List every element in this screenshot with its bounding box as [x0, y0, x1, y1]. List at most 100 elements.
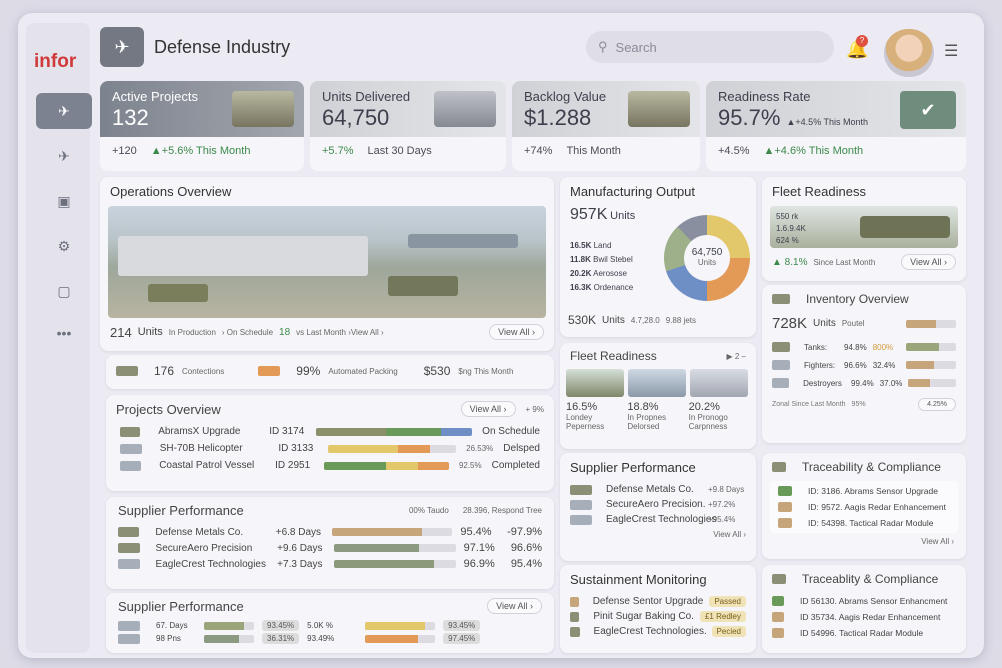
fleet1-delta-label: Since Last Month [813, 257, 876, 267]
legend-item: 16.5K Land [570, 241, 612, 250]
kpi-foot1: +4.5% [718, 145, 750, 157]
avatar[interactable] [884, 29, 934, 77]
sidebar-item-dashboard[interactable]: ✈ [36, 93, 92, 129]
kpi-foot2: ▲+5.6% This Month [150, 145, 251, 157]
donut-center-value: 64,750 [691, 247, 723, 258]
factory-thumb [690, 369, 748, 397]
panel-title: Projects Overview [116, 401, 221, 417]
traceability-panel-2: Traceablity & Compliance ID 56130. Abram… [762, 565, 966, 653]
kpi-label: Backlog Value [524, 89, 607, 104]
supplier-icon [570, 514, 592, 525]
ops-units-label: Units [137, 326, 163, 338]
kpi-units-delivered[interactable]: Units Delivered 64,750 +5.7% Last 30 Days [310, 81, 506, 171]
project-pct: 26.53% [466, 444, 494, 453]
supplier-a: 97.1% [463, 542, 495, 554]
ops-delta-label: vs Last Month ›View All › [296, 327, 384, 337]
sup2-r2d: 97.45% [443, 633, 481, 644]
menu-icon[interactable]: ☰ [944, 43, 959, 60]
project-status: Completed [491, 460, 540, 471]
mfg-foot-a: 4.7,28.0 [630, 315, 660, 325]
tank-shape [860, 216, 950, 238]
panel-title: Supplier Performance [118, 503, 244, 518]
trace-item[interactable]: ID: 9572. Aagis Redar Enhancement [808, 502, 946, 512]
tank-icon [116, 366, 138, 376]
inv-total: 728K [772, 315, 808, 332]
view-all-button[interactable]: View All › [489, 324, 544, 340]
kpi-label: Units Delivered [322, 89, 411, 104]
tank-thumb [566, 369, 624, 397]
doc-icon [772, 628, 784, 638]
panel-title: Operations Overview [110, 184, 232, 199]
ship-icon [118, 633, 140, 644]
inv-row-b: 32.4% [872, 360, 896, 370]
kpi-readiness-rate[interactable]: Readiness Rate 95.7% ▲+4.5% This Month ✔ +… [706, 81, 966, 171]
inv-row-a: 99.4% [851, 378, 874, 388]
fleet2-ctrl[interactable]: ▶ 2 – [726, 351, 747, 361]
missile-icon [434, 91, 496, 127]
ship-shape [408, 234, 518, 248]
fleet1-item: 550 rk [776, 212, 799, 221]
stat2-value: 99% [296, 364, 321, 378]
more-icon: ••• [56, 325, 72, 341]
chart-icon: ▣ [57, 192, 71, 209]
stat3-value: $530 [423, 364, 451, 378]
sidebar-item-aircraft[interactable]: ✈ [36, 138, 92, 174]
kpi-value: 95.7% ▲+4.5% This Month [718, 105, 954, 131]
inv-row-name: Fighters: [804, 360, 836, 370]
inv-bar [906, 319, 956, 328]
view-all-button[interactable]: View All › [487, 598, 542, 614]
notification-badge: ? [856, 35, 868, 47]
project-name: Coastal Patrol Vessel [159, 460, 255, 471]
sust-name: Defense Sentor Upgrade [592, 596, 704, 607]
sidebar-item-settings[interactable]: ⚙ [36, 228, 92, 264]
panel-title: Fleet Readiness [772, 184, 866, 199]
sidebar: infor ✈ ✈ ▣ ⚙ ▢ ••• [26, 23, 92, 653]
factory-image [108, 206, 546, 318]
legend1: 00% Taudo [408, 506, 449, 515]
sidebar-item-inventory[interactable]: ▢ [36, 273, 92, 309]
kpi-active-projects[interactable]: Active Projects 132 +120 ▲+5.6% This Month [100, 81, 304, 171]
trace-item[interactable]: ID 35734. Aagis Redar Enhancement [800, 612, 941, 622]
mfg-total: 957K [570, 206, 608, 223]
supplier-name: SecureAero Precision. [606, 499, 706, 510]
view-all-link[interactable]: View All › [713, 530, 746, 539]
sup2-bar [365, 634, 436, 643]
kpi-label: Active Projects [112, 89, 198, 104]
package-icon [258, 366, 281, 376]
inv-row-b: 37.0% [879, 378, 903, 388]
kpi-foot1: +120 [112, 145, 137, 157]
kpi-backlog-value[interactable]: Backlog Value $1.288 +74% This Month [512, 81, 700, 171]
trace-item[interactable]: ID: 3186. Abrams Sensor Upgrade [808, 486, 938, 496]
sust-name: Pinit Sugar Baking Co. [593, 611, 694, 622]
ops-delta: 18 [279, 326, 291, 338]
trace-item[interactable]: ID 56130. Abrams Sensor Enhancment [800, 596, 948, 606]
view-all-button[interactable]: View All › [460, 401, 516, 417]
stat2-label: Automated Packing [328, 366, 398, 376]
doc-icon [772, 574, 786, 584]
view-all-button[interactable]: View All › [901, 254, 956, 270]
check-icon [772, 596, 784, 606]
sust-status: Pecied [711, 626, 746, 637]
inv-bar [906, 361, 956, 369]
projects-legend: + 9% [525, 404, 544, 414]
sidebar-item-reports[interactable]: ▣ [36, 183, 92, 219]
inv-total-label: Units [813, 318, 836, 329]
kpi-foot2: This Month [566, 145, 621, 157]
supplier-bar [332, 528, 453, 536]
mfg-foot-b: 9.88 jets [665, 315, 696, 325]
project-name: SH-70B Helicopter [159, 443, 243, 454]
trace-item[interactable]: ID: 54398. Tactical Radar Module [808, 518, 934, 528]
supplier-a: 96.9% [463, 558, 495, 570]
fleet-readiness-panel-2: Fleet Readiness ▶ 2 – 16.5% Londey Pepernes… [560, 343, 756, 449]
search-input[interactable]: ⚲ Search [586, 31, 834, 63]
fleet-readiness-panel: Fleet Readiness 550 rk 1.6.9.4K 624 % ▲ … [762, 177, 966, 281]
inv-foot3[interactable]: 4.25% [918, 398, 956, 411]
sidebar-item-more[interactable]: ••• [36, 315, 92, 351]
kpi-value: 64,750 [322, 105, 390, 130]
sup2-r1b: 93.45% [262, 620, 300, 631]
trace-item[interactable]: ID 54996. Tactical Radar Module [800, 628, 924, 638]
project-id: ID 3133 [278, 443, 314, 454]
project-pct: 92.5% [458, 461, 482, 470]
inv-foot2: 95% [851, 401, 866, 408]
view-all-link[interactable]: View All › [921, 537, 954, 546]
